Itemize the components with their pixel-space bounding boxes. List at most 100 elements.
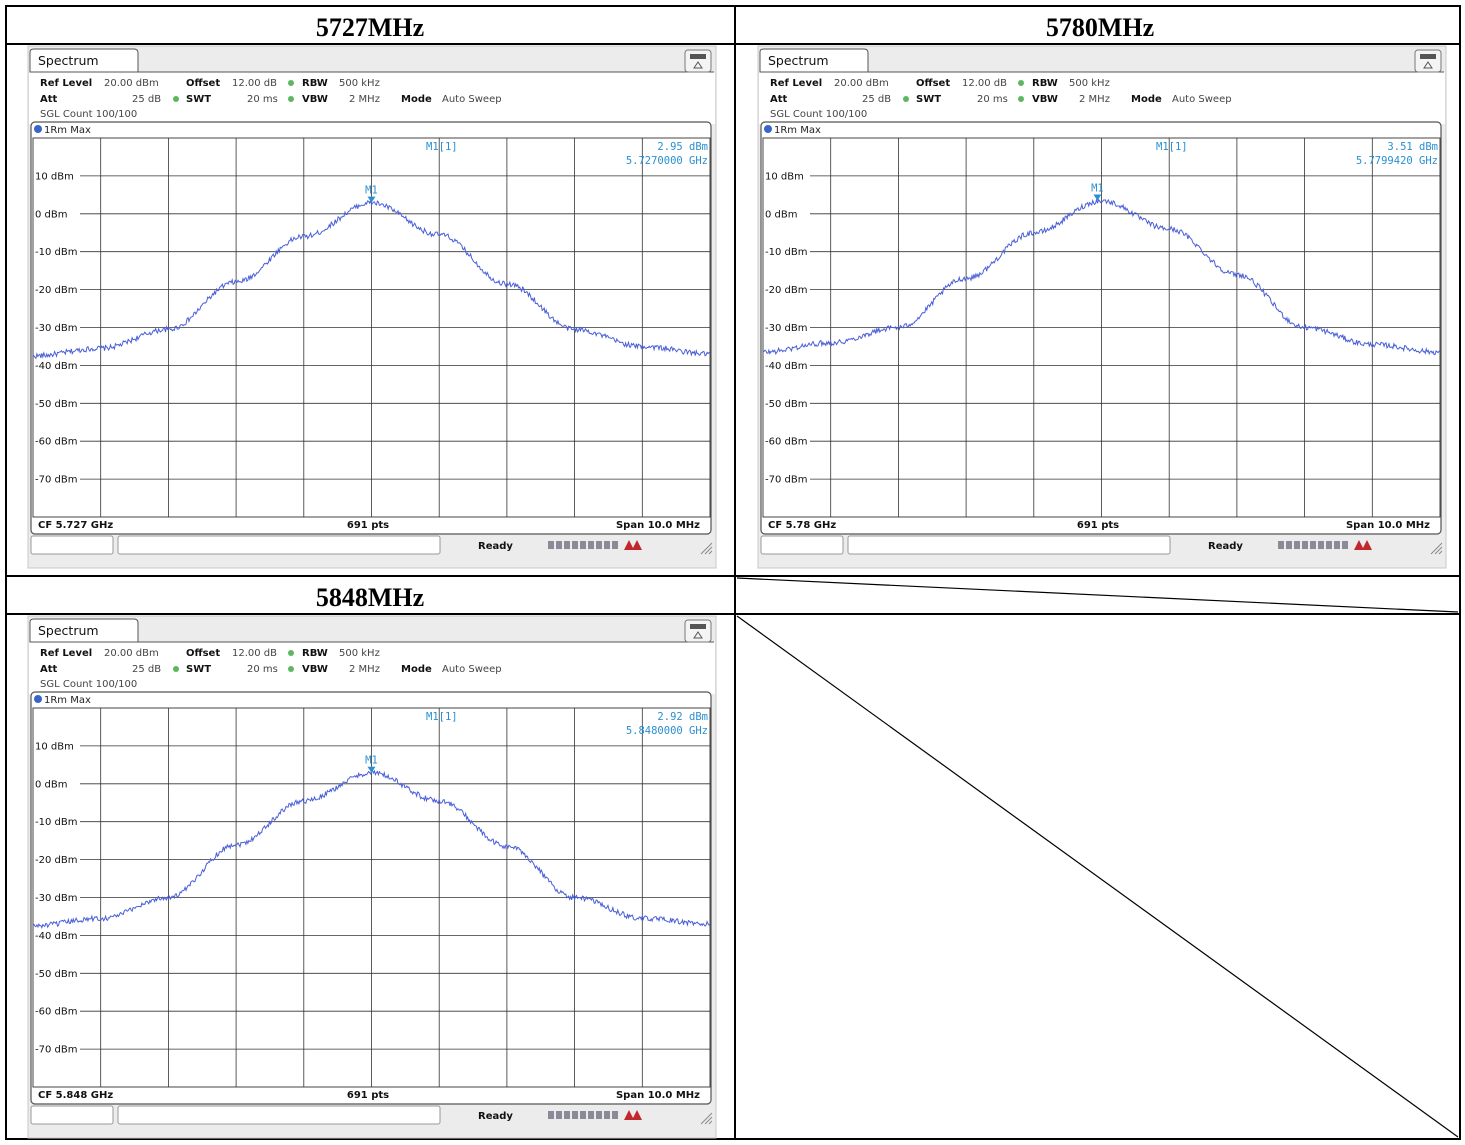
spectrum-tab-label: Spectrum (38, 53, 99, 68)
y-tick-label: -30 dBm (35, 893, 77, 904)
marker-triangle[interactable] (1093, 194, 1102, 201)
vbw-label: VBW (302, 664, 328, 675)
marker-tag: M1 (365, 755, 378, 767)
marker-name: M1[1] (426, 141, 458, 153)
trace-indicator (764, 125, 772, 133)
sweep-points: 691 pts (1077, 520, 1119, 531)
spectrum-panel-2: Spectrum Ref Level 20.00 dBm Offset 12.00 dB… (757, 45, 1447, 569)
y-tick-label: -70 dBm (35, 1045, 77, 1056)
offset-label: Offset (186, 648, 220, 659)
sgl-count: SGL Count 100/100 (40, 109, 137, 120)
status-field-1[interactable] (30, 1105, 114, 1125)
rbw-label: RBW (302, 648, 328, 659)
vbw-label: VBW (302, 94, 328, 105)
rs-logo-icon (1354, 540, 1372, 550)
y-tick-label: -50 dBm (35, 969, 77, 980)
status-progress-bar (548, 541, 618, 549)
offset-value: 12.00 dB (232, 648, 277, 659)
swt-label: SWT (186, 94, 211, 105)
status-field-2[interactable] (117, 535, 441, 555)
marker-tag: M1 (1091, 182, 1104, 194)
trace-indicator (34, 125, 42, 133)
swt-label: SWT (186, 664, 211, 675)
offset-value: 12.00 dB (962, 78, 1007, 89)
resize-grip-icon[interactable] (1430, 542, 1443, 555)
status-field-1[interactable] (30, 535, 114, 555)
instrument-tab-icon[interactable] (1414, 49, 1442, 73)
trace-label: 1Rm Max (44, 125, 91, 136)
marker-freq: 5.7270000 GHz (626, 155, 708, 167)
spectrum-panel-3: Spectrum Ref Level 20.00 dBm Offset 12.00 dB… (27, 615, 717, 1139)
marker-freq: 5.8480000 GHz (626, 725, 708, 737)
resize-grip-icon[interactable] (700, 1112, 713, 1125)
y-tick-label: -30 dBm (765, 323, 807, 334)
table-grid (5, 5, 1461, 1140)
y-tick-label: 10 dBm (35, 171, 74, 182)
empty-cell-strike (736, 577, 1459, 1138)
center-frequency: CF 5.727 GHz (38, 520, 113, 531)
y-tick-label: -10 dBm (765, 247, 807, 258)
instrument-tab-icon[interactable] (684, 619, 712, 643)
y-tick-label: -20 dBm (35, 855, 77, 866)
ref-level-label: Ref Level (40, 648, 92, 659)
marker-name: M1[1] (1156, 141, 1188, 153)
status-progress-bar (548, 1111, 618, 1119)
marker-level: 2.95 dBm (657, 141, 708, 153)
att-label: Att (770, 94, 788, 105)
center-frequency: CF 5.78 GHz (768, 520, 836, 531)
mode-value: Auto Sweep (442, 94, 502, 105)
offset-indicator (288, 80, 294, 86)
header-area (759, 72, 1445, 124)
att-indicator (903, 96, 909, 102)
instrument-tab-icon[interactable] (684, 49, 712, 73)
swt-indicator (288, 96, 294, 102)
status-field-1[interactable] (760, 535, 844, 555)
y-tick-label: -60 dBm (35, 437, 77, 448)
header-area (29, 642, 715, 694)
header-area (29, 72, 715, 124)
y-tick-label: 10 dBm (35, 741, 74, 752)
cell-title-1: 5727MHz (316, 13, 424, 42)
status-ready: Ready (478, 541, 513, 552)
status-field-2[interactable] (117, 1105, 441, 1125)
status-ready: Ready (478, 1111, 513, 1122)
spectrum-tab[interactable] (29, 618, 139, 643)
status-field-2[interactable] (847, 535, 1171, 555)
swt-label: SWT (916, 94, 941, 105)
y-tick-label: -20 dBm (35, 285, 77, 296)
y-tick-label: -40 dBm (35, 931, 77, 942)
status-ready: Ready (1208, 541, 1243, 552)
spectrum-trace (762, 198, 1441, 356)
cell-title-3: 5848MHz (316, 583, 424, 612)
rbw-label: RBW (1032, 78, 1058, 89)
swt-indicator (1018, 96, 1024, 102)
y-tick-label: -60 dBm (765, 437, 807, 448)
status-progress-bar (1278, 541, 1348, 549)
spectrum-tab-label: Spectrum (768, 53, 829, 68)
spectrum-tab[interactable] (759, 48, 869, 73)
marker-triangle[interactable] (367, 766, 376, 773)
mode-label: Mode (401, 94, 432, 105)
ref-level-label: Ref Level (770, 78, 822, 89)
offset-indicator (288, 650, 294, 656)
ref-level-value: 20.00 dBm (104, 648, 159, 659)
marker-level: 2.92 dBm (657, 711, 708, 723)
marker-triangle[interactable] (367, 196, 376, 203)
marker-freq: 5.7799420 GHz (1356, 155, 1438, 167)
spectrum-tab-label: Spectrum (38, 623, 99, 638)
spectrum-tab[interactable] (29, 48, 139, 73)
resize-grip-icon[interactable] (700, 542, 713, 555)
att-label: Att (40, 94, 58, 105)
frequency-span: Span 10.0 MHz (1346, 520, 1430, 531)
y-tick-label: 0 dBm (35, 209, 68, 220)
mode-value: Auto Sweep (1172, 94, 1232, 105)
rbw-value: 500 kHz (1069, 78, 1110, 89)
frequency-span: Span 10.0 MHz (616, 1090, 700, 1101)
trace-label: 1Rm Max (44, 695, 91, 706)
trace-indicator (34, 695, 42, 703)
rs-logo-icon (624, 540, 642, 550)
att-value: 25 dB (132, 94, 161, 105)
y-tick-label: -40 dBm (35, 361, 77, 372)
spectrum-trace (32, 199, 711, 360)
